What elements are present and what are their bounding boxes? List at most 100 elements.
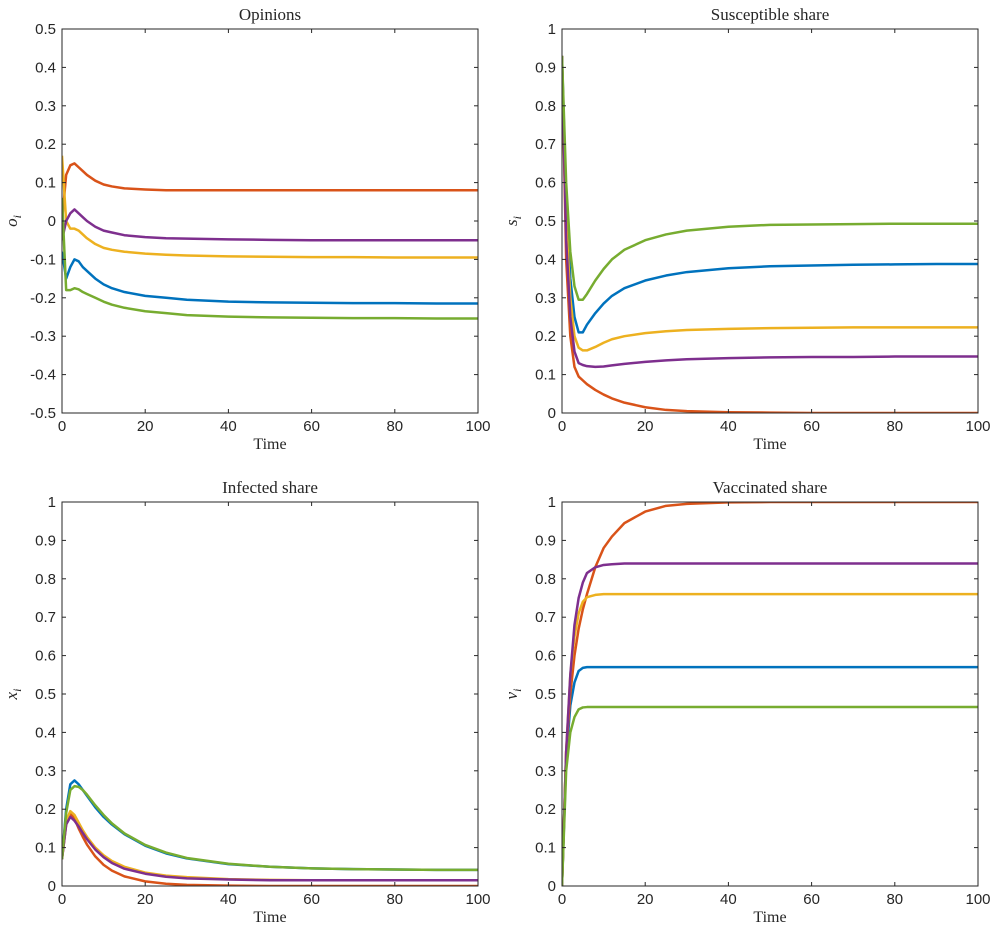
data-line bbox=[562, 665, 978, 886]
axes-background bbox=[62, 502, 478, 886]
y-tick-label: -0.5 bbox=[30, 405, 56, 422]
y-tick-label: -0.2 bbox=[30, 290, 56, 307]
plot-area bbox=[62, 155, 478, 320]
plot-area bbox=[62, 779, 478, 886]
y-tick-label: -0.4 bbox=[30, 367, 56, 384]
data-line bbox=[62, 162, 478, 222]
x-tick-label: 0 bbox=[558, 418, 566, 435]
x-tick-label: 0 bbox=[558, 891, 566, 908]
chart-title: Opinions bbox=[239, 5, 301, 24]
data-line bbox=[562, 705, 978, 886]
data-line bbox=[562, 55, 978, 334]
y-tick-label: 0.4 bbox=[535, 724, 556, 741]
y-tick-label: -0.1 bbox=[30, 251, 56, 268]
axes-background bbox=[562, 502, 978, 886]
data-line bbox=[62, 155, 478, 259]
y-tick-label: 0 bbox=[48, 213, 56, 230]
x-tick-label: 0 bbox=[58, 891, 66, 908]
x-tick-label: 80 bbox=[386, 418, 403, 435]
y-tick-label: 0.6 bbox=[535, 175, 556, 192]
x-tick-label: 0 bbox=[58, 418, 66, 435]
y-tick-label: 0.9 bbox=[535, 59, 556, 76]
y-tick-label: 0.8 bbox=[535, 571, 556, 588]
plot-area bbox=[562, 502, 978, 886]
y-axis-subscript: i bbox=[10, 689, 24, 692]
x-tick-label: 60 bbox=[803, 891, 820, 908]
y-axis-label: xi bbox=[2, 689, 24, 701]
x-tick-label: 40 bbox=[720, 418, 737, 435]
x-axis-label: Time bbox=[253, 909, 286, 926]
y-tick-label: 0.1 bbox=[35, 175, 56, 192]
y-axis-subscript: i bbox=[510, 216, 524, 219]
y-tick-label: 1 bbox=[48, 494, 56, 511]
y-tick-label: 0.5 bbox=[535, 686, 556, 703]
y-tick-label: 0.5 bbox=[535, 213, 556, 230]
axes-background bbox=[62, 29, 478, 413]
data-line bbox=[562, 55, 978, 301]
x-tick-label: 100 bbox=[465, 418, 490, 435]
subplot: 0 0.1 0.2 0.3 0.4 0.5 0.6 0.7 0.8 0.9 1 0 20 40 60 80 10… bbox=[502, 478, 991, 926]
x-axis-label: Time bbox=[253, 436, 286, 453]
subplot: 0 0.1 0.2 0.3 0.4 0.5 0.6 0.7 0.8 0.9 1 0 20 40 60 80 10… bbox=[502, 5, 991, 453]
y-axis-symbol: o bbox=[2, 218, 21, 227]
y-axis-subscript: i bbox=[510, 689, 524, 692]
y-tick-label: 0.9 bbox=[535, 532, 556, 549]
x-tick-label: 60 bbox=[303, 418, 320, 435]
x-tick-label: 20 bbox=[137, 418, 154, 435]
chart-title: Vaccinated share bbox=[713, 478, 828, 497]
x-tick-label: 80 bbox=[886, 891, 903, 908]
data-line bbox=[62, 251, 478, 305]
data-line bbox=[562, 55, 978, 413]
y-tick-label: 0 bbox=[548, 878, 556, 895]
y-tick-label: 0.2 bbox=[35, 136, 56, 153]
y-tick-label: 0 bbox=[548, 405, 556, 422]
x-axis-label: Time bbox=[753, 909, 786, 926]
y-tick-label: 1 bbox=[548, 21, 556, 38]
data-line bbox=[62, 815, 478, 882]
y-tick-label: 0.2 bbox=[35, 801, 56, 818]
y-tick-label: 0.3 bbox=[535, 763, 556, 780]
y-tick-label: 0.8 bbox=[35, 571, 56, 588]
x-tick-label: 40 bbox=[720, 891, 737, 908]
x-tick-label: 60 bbox=[303, 891, 320, 908]
x-tick-label: 80 bbox=[386, 891, 403, 908]
y-tick-label: 0.2 bbox=[535, 801, 556, 818]
x-tick-label: 20 bbox=[637, 891, 654, 908]
y-tick-label: 0 bbox=[48, 878, 56, 895]
y-axis-symbol: x bbox=[2, 691, 21, 700]
data-line bbox=[562, 562, 978, 886]
y-tick-label: 0.5 bbox=[35, 21, 56, 38]
x-tick-label: 40 bbox=[220, 891, 237, 908]
y-axis-label: vi bbox=[502, 689, 524, 700]
y-axis-label: si bbox=[502, 216, 524, 226]
data-line bbox=[62, 197, 478, 320]
y-axis-subscript: i bbox=[10, 215, 24, 218]
y-tick-label: 0.3 bbox=[35, 98, 56, 115]
data-line bbox=[62, 208, 478, 242]
x-tick-label: 40 bbox=[220, 418, 237, 435]
data-line bbox=[562, 502, 978, 886]
y-tick-label: 0.2 bbox=[535, 328, 556, 345]
y-tick-label: 0.4 bbox=[35, 59, 56, 76]
chart-title: Susceptible share bbox=[711, 5, 830, 24]
x-tick-label: 100 bbox=[465, 891, 490, 908]
plot-area bbox=[562, 55, 978, 413]
x-axis-label: Time bbox=[753, 436, 786, 453]
y-tick-label: 0.4 bbox=[35, 724, 56, 741]
subplot: 0 0.1 0.2 0.3 0.4 0.5 0.6 0.7 0.8 0.9 1 0 20 40 60 80 10… bbox=[2, 478, 491, 926]
x-tick-label: 20 bbox=[637, 418, 654, 435]
y-tick-label: 0.7 bbox=[535, 609, 556, 626]
x-tick-label: 60 bbox=[803, 418, 820, 435]
y-tick-label: 0.4 bbox=[535, 251, 556, 268]
x-tick-label: 100 bbox=[965, 891, 990, 908]
y-tick-label: 0.7 bbox=[535, 136, 556, 153]
y-tick-label: 0.1 bbox=[35, 840, 56, 857]
data-line bbox=[562, 55, 978, 369]
y-tick-label: 0.5 bbox=[35, 686, 56, 703]
y-tick-label: 0.6 bbox=[35, 648, 56, 665]
chart-title: Infected share bbox=[222, 478, 318, 497]
y-tick-label: 0.6 bbox=[535, 648, 556, 665]
y-tick-label: 0.1 bbox=[535, 367, 556, 384]
